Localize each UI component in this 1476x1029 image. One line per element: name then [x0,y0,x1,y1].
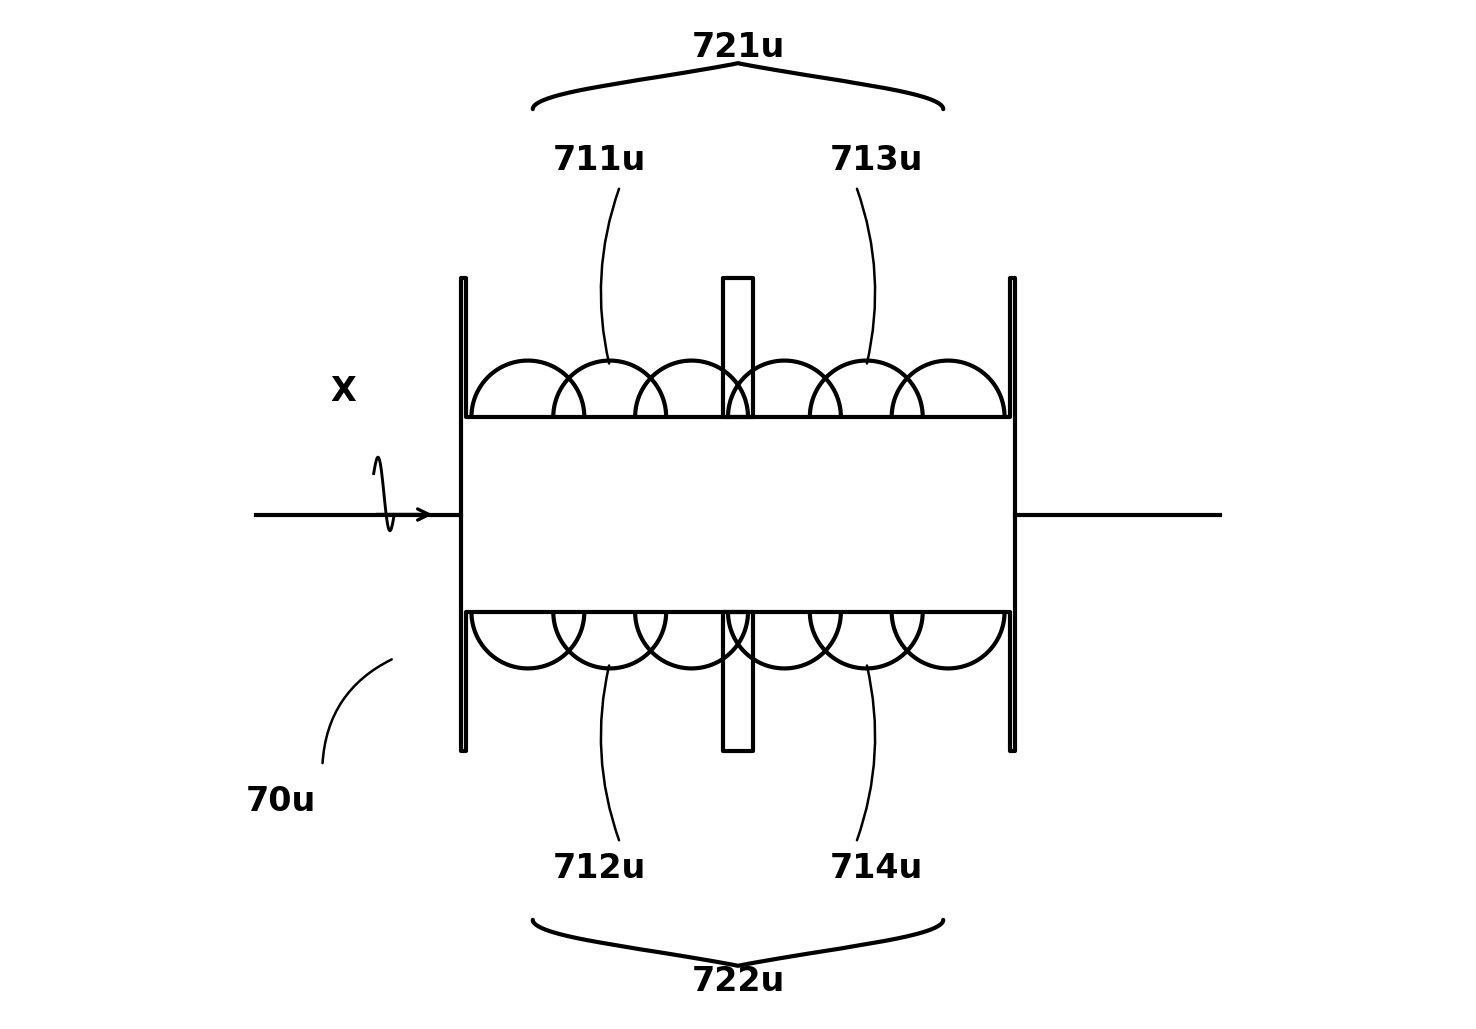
Text: 70u: 70u [246,785,316,818]
Text: 722u: 722u [691,965,785,998]
Text: 713u: 713u [830,144,922,177]
Text: X: X [331,375,356,407]
Text: 712u: 712u [554,852,646,885]
Text: 714u: 714u [830,852,922,885]
Text: 711u: 711u [554,144,646,177]
Text: 721u: 721u [691,31,785,64]
